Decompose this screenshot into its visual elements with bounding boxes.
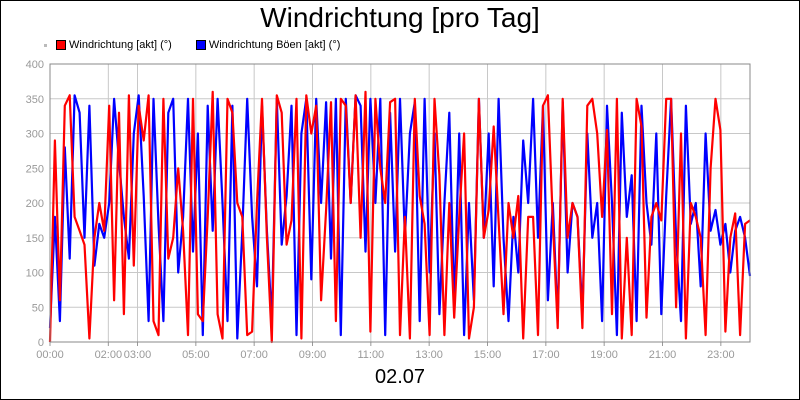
x-tick-label: 21:00: [649, 349, 677, 361]
legend-swatch-red: [56, 40, 66, 50]
x-tick-label: 03:00: [124, 349, 152, 361]
y-tick-label: 200: [26, 198, 44, 210]
x-tick-label: 05:00: [182, 349, 210, 361]
y-tick-label: 100: [26, 268, 44, 280]
x-tick-label: 23:00: [707, 349, 735, 361]
y-tick-label: 400: [26, 59, 44, 71]
x-tick-label: 19:00: [590, 349, 618, 361]
x-tick-label: 15:00: [474, 349, 502, 361]
x-tick-label: 02:00: [95, 349, 123, 361]
y-tick-label: 150: [26, 233, 44, 245]
legend-marker-icon: [44, 43, 47, 47]
x-tick-label: 13:00: [415, 349, 443, 361]
legend: Windrichtung [akt] (°) Windrichtung Böen…: [44, 38, 364, 52]
date-label: 02.07: [374, 366, 426, 388]
legend-label-boeen: Windrichtung Böen [akt] (°): [208, 39, 341, 51]
x-tick-label: 00:00: [36, 349, 64, 361]
legend-item-windrichtung: Windrichtung [akt] (°): [56, 39, 172, 51]
y-tick-label: 250: [26, 163, 44, 175]
legend-item-boeen: Windrichtung Böen [akt] (°): [195, 39, 341, 51]
y-tick-label: 50: [32, 302, 44, 314]
series-line-windrichtung: [48, 90, 751, 344]
x-tick-label: 09:00: [299, 349, 327, 361]
legend-swatch-blue: [195, 40, 206, 50]
x-tick-label: 07:00: [240, 349, 268, 361]
y-tick-label: 350: [26, 94, 44, 106]
y-tick-label: 300: [26, 129, 44, 141]
x-tick-label: 17:00: [532, 349, 560, 361]
plot-border: [49, 63, 751, 343]
x-tick-label: 11:00: [357, 349, 384, 361]
legend-label-windrichtung: Windrichtung [akt] (°): [69, 39, 172, 51]
y-tick-label: 0: [38, 337, 44, 349]
chart-title: Windrichtung [pro Tag]: [260, 2, 540, 33]
